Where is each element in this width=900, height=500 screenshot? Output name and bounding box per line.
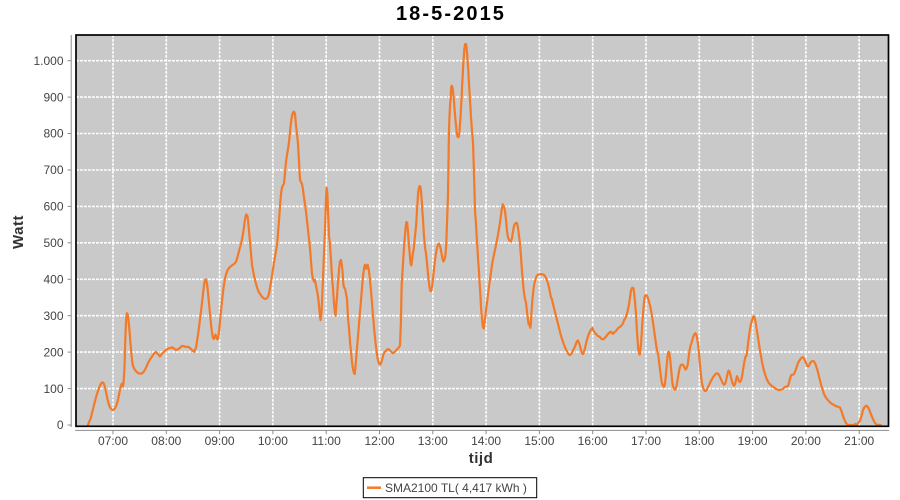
svg-text:19:00: 19:00 — [738, 434, 768, 448]
svg-text:08:00: 08:00 — [151, 434, 181, 448]
svg-text:14:00: 14:00 — [471, 434, 501, 448]
svg-text:15:00: 15:00 — [524, 434, 554, 448]
svg-text:18-5-2015: 18-5-2015 — [396, 3, 506, 25]
svg-text:100: 100 — [43, 382, 63, 396]
svg-text:10:00: 10:00 — [258, 434, 288, 448]
svg-text:0: 0 — [57, 418, 64, 432]
svg-text:300: 300 — [43, 309, 63, 323]
svg-text:07:00: 07:00 — [98, 434, 128, 448]
svg-text:18:00: 18:00 — [684, 434, 714, 448]
svg-text:Watt: Watt — [10, 215, 27, 249]
svg-text:20:00: 20:00 — [791, 434, 821, 448]
svg-text:tijd: tijd — [469, 450, 494, 467]
svg-text:1.000: 1.000 — [33, 54, 63, 68]
svg-text:SMA2100 TL( 4,417 kWh ): SMA2100 TL( 4,417 kWh ) — [385, 481, 527, 495]
svg-text:900: 900 — [43, 90, 63, 104]
svg-text:700: 700 — [43, 163, 63, 177]
svg-text:17:00: 17:00 — [631, 434, 661, 448]
svg-text:600: 600 — [43, 200, 63, 214]
svg-text:11:00: 11:00 — [312, 434, 341, 448]
svg-text:13:00: 13:00 — [418, 434, 448, 448]
svg-text:09:00: 09:00 — [205, 434, 235, 448]
svg-text:500: 500 — [43, 236, 63, 250]
svg-text:200: 200 — [43, 345, 63, 359]
svg-text:16:00: 16:00 — [578, 434, 608, 448]
svg-text:800: 800 — [43, 127, 63, 141]
svg-text:21:00: 21:00 — [844, 434, 874, 448]
svg-text:12:00: 12:00 — [364, 434, 394, 448]
svg-text:400: 400 — [43, 273, 63, 287]
